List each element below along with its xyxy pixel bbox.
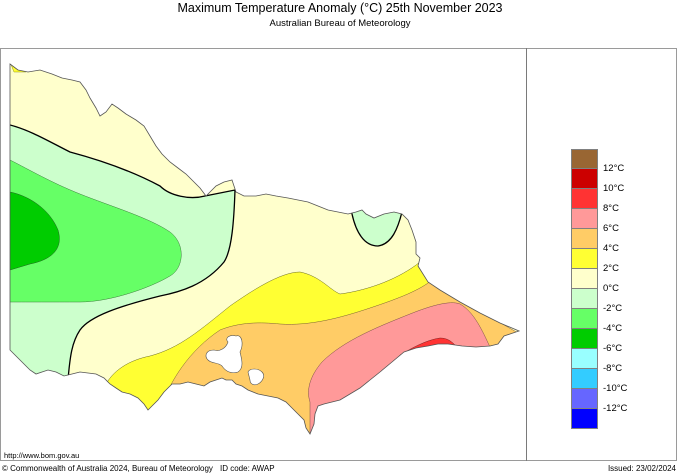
legend-band-2-4 [571,249,598,269]
map-title: Maximum Temperature Anomaly (°C) 25th No… [177,1,503,15]
legend-label: -2°C [603,303,623,314]
legend-label: 10°C [603,183,625,194]
port-phillip-bay [205,335,243,374]
legend-label: 12°C [603,163,625,174]
legend-label: 0°C [603,283,619,294]
legend-band-0-minus2 [571,289,598,309]
zone-minus2-to-minus4 [10,157,182,303]
legend-band-6-8 [571,209,598,229]
legend-label: -10°C [603,383,628,394]
legend-band-4-6 [571,229,598,249]
legend-band-minus4-minus6 [571,329,598,349]
zone-minus4-to-minus6 [10,189,60,271]
legend-label: 8°C [603,203,619,214]
legend-band-minus8-minus10 [571,369,598,389]
legend-colorbar [571,149,598,429]
legend-band-below-minus12 [571,409,598,429]
legend-label: 6°C [603,223,619,234]
legend-band-8-10 [571,189,598,209]
map-subtitle: Australian Bureau of Meteorology [269,18,411,29]
legend-band-10-12 [571,169,598,189]
western-port [247,368,264,386]
legend-band-minus6-minus8 [571,349,598,369]
map-frame [0,48,677,461]
temperature-anomaly-map [9,63,520,435]
legend-band-minus2-minus4 [571,309,598,329]
legend-label: 2°C [603,263,619,274]
legend-band-minus10-minus12 [571,389,598,409]
id-code: ID code: AWAP [220,464,275,473]
issued-date: Issued: 23/02/2024 [607,464,676,473]
legend-label: -8°C [603,363,623,374]
legend-label: -12°C [603,403,628,414]
bom-url[interactable]: http://www.bom.gov.au [4,451,80,460]
legend-band-0-2 [571,269,598,289]
copyright-text: © Commonwealth of Australia 2024, Bureau… [2,464,213,473]
legend-band-above-12 [571,149,598,169]
legend-label: -6°C [603,343,623,354]
legend-label: -4°C [603,323,623,334]
legend-divider [526,48,527,461]
legend-label: 4°C [603,243,619,254]
